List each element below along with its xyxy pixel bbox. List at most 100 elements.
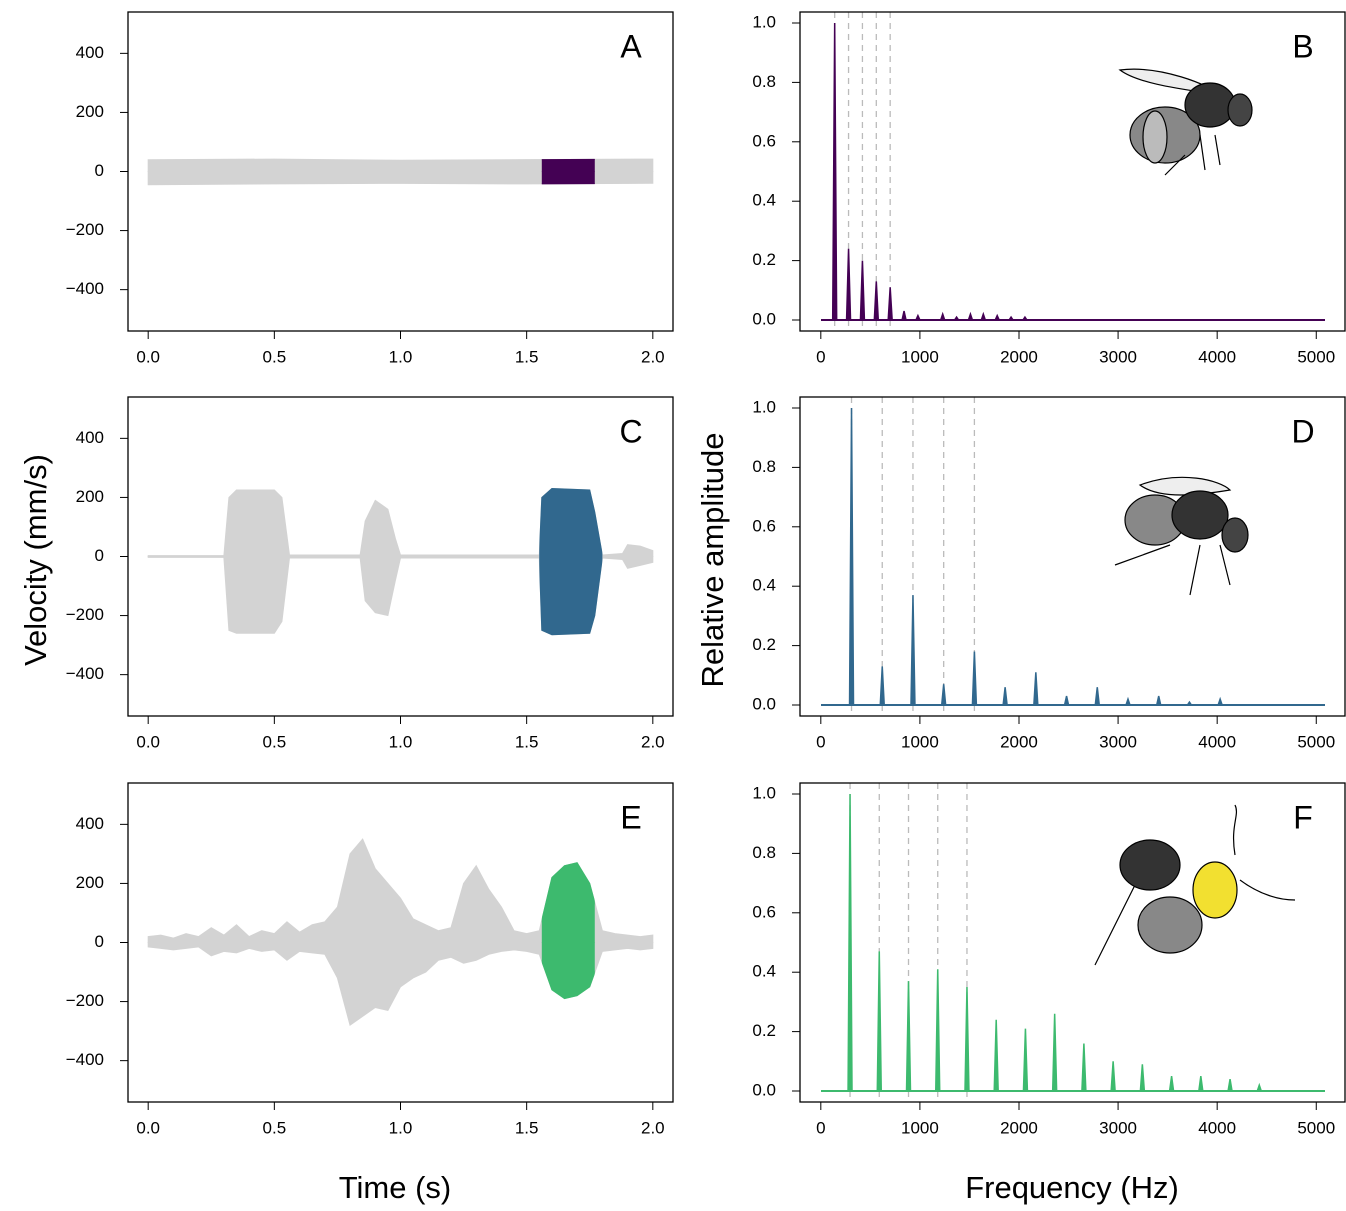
spectral-peak xyxy=(940,684,947,706)
x-tick-label: 1.5 xyxy=(515,347,539,366)
y-tick-label: −200 xyxy=(66,605,104,624)
x-tick-label: 0.0 xyxy=(136,347,160,366)
y-tick-label: 0.4 xyxy=(752,962,776,981)
spectral-peak xyxy=(910,595,916,706)
y-tick-label: 0.2 xyxy=(752,250,776,269)
spectral-peak xyxy=(1033,672,1039,706)
x-tick-label: 3000 xyxy=(1099,347,1137,366)
spectral-peak xyxy=(994,313,1001,321)
y-tick-label: 0.6 xyxy=(752,516,776,535)
y-tick-label: 1.0 xyxy=(752,397,776,416)
y-tick-label: 1.0 xyxy=(752,12,776,31)
x-tick-label: 4000 xyxy=(1198,347,1236,366)
waveform-area xyxy=(147,556,654,636)
waveform-area xyxy=(147,171,654,186)
panel: 0.0 0.5 1.0 1.5 2.0 −400 −200 0 200 400 A xyxy=(66,11,674,366)
y-tick-label: 0.0 xyxy=(752,1080,776,1099)
x-tick-label: 1.5 xyxy=(515,732,539,751)
panel: 0.0 0.5 1.0 1.5 2.0 −400 −200 0 200 400 C xyxy=(66,396,674,751)
x-axis-title: Time (s) xyxy=(339,1170,452,1205)
panel: 0 1000 2000 3000 4000 5000 0.0 0.2 0.4 0.6 0.8 1.0 B xyxy=(752,11,1346,366)
x-tick-label: 3000 xyxy=(1099,1118,1137,1137)
spectral-peak xyxy=(876,951,883,1092)
x-tick-label: 1000 xyxy=(901,1118,939,1137)
waveform-highlight xyxy=(541,171,595,185)
spectral-peak xyxy=(848,407,855,706)
y-tick-label: 0 xyxy=(95,546,104,565)
x-tick-label: 0 xyxy=(816,347,825,366)
waveform-highlight xyxy=(541,862,595,943)
spectral-peak xyxy=(1022,1028,1029,1092)
x-axis-title: Frequency (Hz) xyxy=(965,1170,1179,1205)
panel-label: F xyxy=(1293,799,1313,835)
plot-frame xyxy=(799,396,1346,717)
x-tick-label: 5000 xyxy=(1297,1118,1335,1137)
waveform-area xyxy=(147,488,654,557)
x-tick-label: 2.0 xyxy=(641,732,665,751)
spectral-peak xyxy=(1007,315,1015,321)
spectral-peak xyxy=(847,793,853,1092)
plot-frame xyxy=(127,11,674,332)
spectral-peak xyxy=(887,287,893,321)
x-tick-label: 2000 xyxy=(1000,347,1038,366)
bee-icon xyxy=(1114,476,1249,596)
y-tick-label: −400 xyxy=(66,664,104,683)
x-tick-label: 0.5 xyxy=(263,347,287,366)
spectral-peak xyxy=(831,22,838,321)
spectral-peak xyxy=(1094,687,1101,706)
x-tick-label: 0.0 xyxy=(136,732,160,751)
y-tick-label: −200 xyxy=(66,991,104,1010)
x-tick-label: 2.0 xyxy=(641,347,665,366)
y-tick-label: 0.2 xyxy=(752,635,776,654)
spectral-peak xyxy=(1168,1076,1175,1092)
x-tick-label: 0.5 xyxy=(263,1118,287,1137)
plot-frame xyxy=(799,11,1346,332)
spectral-peak xyxy=(1186,700,1193,706)
panel-label: D xyxy=(1291,413,1314,449)
y-axis-title: Velocity (mm/s) xyxy=(18,454,53,666)
y-tick-label: 0.4 xyxy=(752,191,776,210)
spectral-peak xyxy=(953,315,960,321)
spectral-peak xyxy=(873,281,880,321)
panel: 0.0 0.5 1.0 1.5 2.0 −400 −200 0 200 400 E xyxy=(66,782,674,1137)
spectral-peak xyxy=(1081,1043,1087,1092)
x-tick-label: 2000 xyxy=(1000,732,1038,751)
x-tick-label: 1.0 xyxy=(389,347,413,366)
y-tick-label: 400 xyxy=(76,43,104,62)
y-tick-label: 1.0 xyxy=(752,783,776,802)
spectral-peak xyxy=(964,987,970,1092)
x-tick-label: 1.0 xyxy=(389,1118,413,1137)
y-tick-label: −200 xyxy=(66,220,104,239)
spectral-peak xyxy=(980,311,987,321)
panel-label: C xyxy=(619,413,642,449)
spectral-peak xyxy=(1021,315,1029,321)
spectral-peak xyxy=(879,666,886,706)
bee-icon xyxy=(1118,68,1253,176)
waveform-highlight xyxy=(539,488,603,557)
y-tick-label: 400 xyxy=(76,814,104,833)
x-tick-label: 4000 xyxy=(1198,732,1236,751)
spectral-peak xyxy=(1051,1013,1058,1092)
panel-label: E xyxy=(620,799,641,835)
bee-icon xyxy=(1094,804,1296,966)
plot-frame xyxy=(127,782,674,1103)
y-tick-label: 0.8 xyxy=(752,843,776,862)
y-tick-label: −400 xyxy=(66,279,104,298)
x-tick-label: 2.0 xyxy=(641,1118,665,1137)
panel: 0 1000 2000 3000 4000 5000 0.0 0.2 0.4 0.6 0.8 1.0 D xyxy=(752,396,1346,751)
y-tick-label: 0 xyxy=(95,932,104,951)
x-tick-label: 0 xyxy=(816,732,825,751)
y-tick-label: 0.6 xyxy=(752,131,776,150)
x-tick-label: 0.0 xyxy=(136,1118,160,1137)
spectral-peak xyxy=(939,311,946,321)
spectral-peak xyxy=(1256,1082,1263,1092)
spectral-peak xyxy=(993,1019,999,1092)
spectral-peak xyxy=(905,981,912,1092)
plot-frame xyxy=(799,782,1346,1103)
spectral-peak xyxy=(1124,696,1132,706)
y-tick-label: −400 xyxy=(66,1050,104,1069)
x-tick-label: 4000 xyxy=(1198,1118,1236,1137)
spectral-peak xyxy=(1217,696,1224,706)
